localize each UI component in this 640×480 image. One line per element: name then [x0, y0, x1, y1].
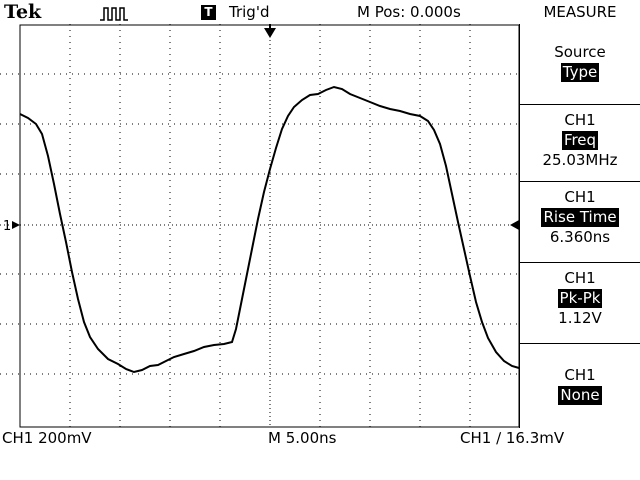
ch1-waveform — [19, 85, 520, 374]
menu-separator — [520, 343, 640, 344]
acquisition-status-icon — [100, 7, 128, 21]
tek-logo: Tek — [4, 1, 42, 23]
timebase: M 5.00ns — [268, 429, 337, 447]
menu-divider — [519, 24, 520, 428]
trigger-position-marker — [264, 28, 276, 38]
trigger-level-marker — [510, 220, 519, 230]
slot-3-type: Pk-Pk — [557, 289, 603, 308]
slot-3-value: 1.12V — [558, 309, 602, 327]
slot-1-value: 25.03MHz — [542, 151, 618, 169]
center-axes — [0, 24, 520, 428]
trigger-status: Trig'd — [229, 3, 270, 21]
ch1-ground-label: 1 — [3, 219, 12, 234]
slot-3-channel: CH1 — [564, 269, 596, 287]
slot-2-type: Rise Time — [541, 208, 619, 227]
measure-slot-3[interactable]: CH1 Pk-Pk 1.12V — [520, 268, 640, 328]
slot-2-channel: CH1 — [564, 188, 596, 206]
menu-separator — [520, 104, 640, 105]
ch1-ground-marker — [12, 221, 20, 229]
source-label: Source — [554, 43, 606, 61]
measure-slot-4[interactable]: CH1 None — [520, 365, 640, 405]
menu-separator — [520, 181, 640, 182]
horizontal-position: M Pos: 0.000s — [357, 3, 461, 21]
grid — [0, 24, 520, 428]
trigger-icon: T — [201, 5, 216, 20]
graticule-border — [19, 24, 520, 428]
measure-slot-2[interactable]: CH1 Rise Time 6.360ns — [520, 187, 640, 247]
slot-1-channel: CH1 — [564, 111, 596, 129]
menu-source-button[interactable]: Source Type — [520, 42, 640, 82]
slot-4-type: None — [558, 386, 602, 405]
source-value: Type — [560, 63, 600, 82]
slot-4-channel: CH1 — [564, 366, 596, 384]
slot-1-type: Freq — [561, 131, 599, 150]
ch1-scale: CH1 200mV — [2, 429, 92, 447]
menu-separator — [520, 262, 640, 263]
measure-slot-1[interactable]: CH1 Freq 25.03MHz — [520, 110, 640, 170]
trigger-setting: CH1 ∕ 16.3mV — [460, 429, 565, 447]
waveform-display[interactable] — [0, 24, 520, 428]
menu-title: MEASURE — [543, 3, 617, 21]
slot-2-value: 6.360ns — [549, 228, 611, 246]
